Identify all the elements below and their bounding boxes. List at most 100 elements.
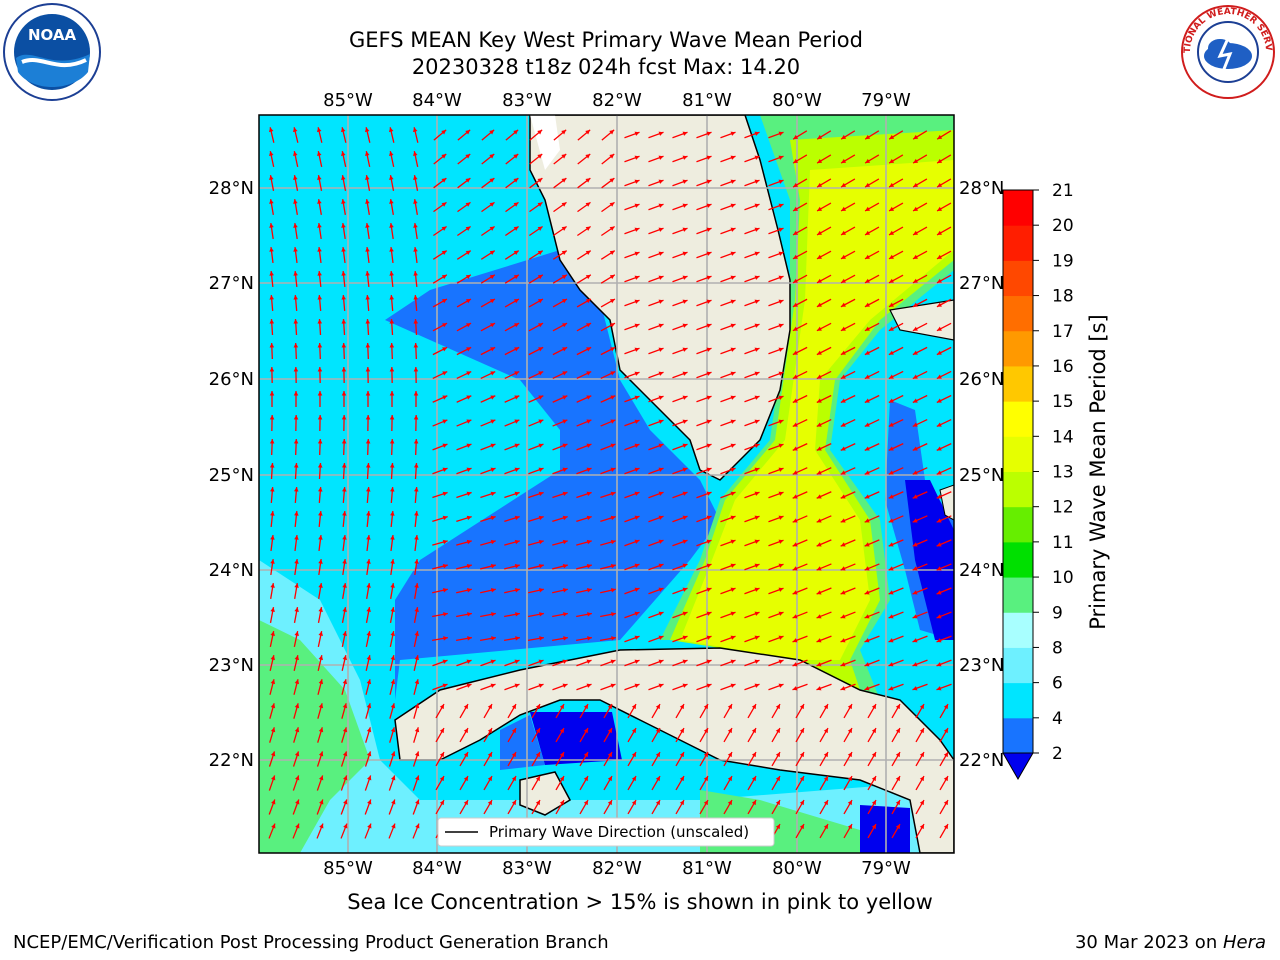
wave-arrow — [552, 515, 568, 522]
wave-arrow — [341, 318, 347, 336]
wave-arrow — [293, 703, 300, 719]
wave-arrow — [432, 467, 448, 475]
wave-arrow — [744, 539, 760, 547]
nws-logo: NATIONAL WEATHER SERVICE — [1180, 4, 1275, 99]
wave-arrow — [292, 751, 300, 767]
wave-arrow — [553, 153, 567, 165]
wave-arrow — [768, 251, 784, 259]
wave-arrow — [342, 558, 347, 576]
wave-arrow — [504, 274, 520, 284]
wave-arrow — [912, 178, 928, 188]
lat-label-right: 25°N — [959, 465, 1004, 486]
wave-arrow — [864, 298, 880, 308]
wave-arrow — [864, 130, 880, 140]
wave-arrow — [365, 631, 371, 647]
wave-arrow — [456, 659, 472, 667]
wave-arrow — [577, 225, 591, 237]
wave-arrow — [696, 467, 712, 475]
wave-arrow — [888, 418, 904, 428]
wave-arrow — [600, 659, 616, 667]
lat-label-left: 27°N — [209, 273, 254, 294]
wave-arrow — [555, 751, 565, 767]
wave-arrow — [600, 563, 616, 570]
wave-arrow — [792, 298, 808, 308]
wave-arrow — [672, 179, 688, 187]
wave-arrow — [364, 823, 372, 839]
wave-arrow — [364, 127, 371, 143]
wave-arrow — [456, 370, 472, 380]
wave-arrow — [388, 751, 396, 767]
wave-arrow — [723, 727, 733, 743]
wave-arrow — [341, 390, 347, 408]
wave-arrow — [771, 727, 781, 743]
lon-label-bottom: 82°W — [592, 858, 642, 879]
colorbar-tick-label: 16 — [1052, 357, 1074, 377]
wave-arrow — [792, 322, 808, 332]
wave-arrow — [432, 659, 448, 667]
wave-arrow — [318, 486, 323, 504]
wave-arrow — [912, 418, 928, 428]
wave-arrow — [504, 563, 520, 570]
wave-arrow — [936, 515, 952, 523]
wave-arrow — [459, 727, 469, 743]
wave-arrow — [888, 154, 904, 164]
wave-arrow — [936, 370, 952, 380]
wave-arrow — [936, 226, 952, 236]
wave-arrow — [840, 250, 856, 260]
wave-arrow — [648, 323, 664, 331]
wave-arrow — [600, 588, 616, 594]
lon-label-top: 82°W — [592, 90, 642, 111]
wave-arrow — [555, 727, 565, 743]
wave-arrow — [840, 563, 856, 571]
wave-arrow — [576, 612, 592, 618]
wave-arrow — [675, 799, 685, 815]
wave-arrow — [294, 583, 299, 599]
wave-arrow — [432, 346, 448, 356]
wave-arrow — [768, 227, 784, 235]
wave-arrow — [552, 588, 568, 594]
wave-arrow — [816, 154, 832, 164]
wave-arrow — [699, 799, 709, 815]
wave-arrow — [624, 443, 640, 451]
wave-arrow — [891, 703, 901, 719]
wave-arrow — [672, 443, 688, 451]
colorbar-tick-label: 15 — [1052, 392, 1074, 412]
wave-arrow — [577, 177, 591, 189]
wave-arrow — [389, 414, 395, 432]
wave-arrow — [915, 751, 925, 767]
wave-arrow — [792, 250, 808, 260]
wave-arrow — [504, 659, 520, 667]
wave-arrow — [672, 491, 688, 499]
wave-arrow — [577, 201, 591, 213]
wave-arrow — [505, 201, 519, 213]
wave-arrow — [792, 539, 808, 547]
wave-arrow — [528, 636, 544, 641]
wave-arrow — [936, 683, 952, 691]
wave-arrow — [531, 727, 541, 743]
wave-arrow — [864, 394, 880, 404]
wave-arrow — [843, 727, 853, 743]
wave-arrow — [720, 539, 736, 547]
wave-arrow — [390, 486, 395, 504]
wave-arrow — [888, 587, 904, 595]
wave-arrow — [720, 395, 736, 403]
wave-arrow — [696, 275, 712, 283]
wave-arrow — [390, 558, 395, 576]
wave-arrow — [528, 346, 544, 356]
wave-arrow — [269, 246, 274, 264]
lat-label-right: 23°N — [959, 655, 1004, 676]
wave-arrow — [456, 491, 472, 499]
wave-arrow — [366, 486, 371, 504]
wave-arrow — [366, 558, 371, 576]
wave-arrow — [696, 227, 712, 235]
wave-arrow — [816, 491, 832, 499]
wave-arrow — [341, 366, 347, 384]
wave-arrow — [624, 155, 640, 163]
map-subtitle: 20230328 t18z 024h fcst Max: 14.20 — [411, 55, 801, 79]
wave-arrow — [389, 607, 395, 623]
wave-arrow — [768, 131, 784, 139]
wave-arrow — [768, 659, 784, 667]
wave-arrow — [365, 727, 372, 743]
wave-arrow — [412, 751, 420, 767]
wave-arrow — [555, 799, 565, 815]
